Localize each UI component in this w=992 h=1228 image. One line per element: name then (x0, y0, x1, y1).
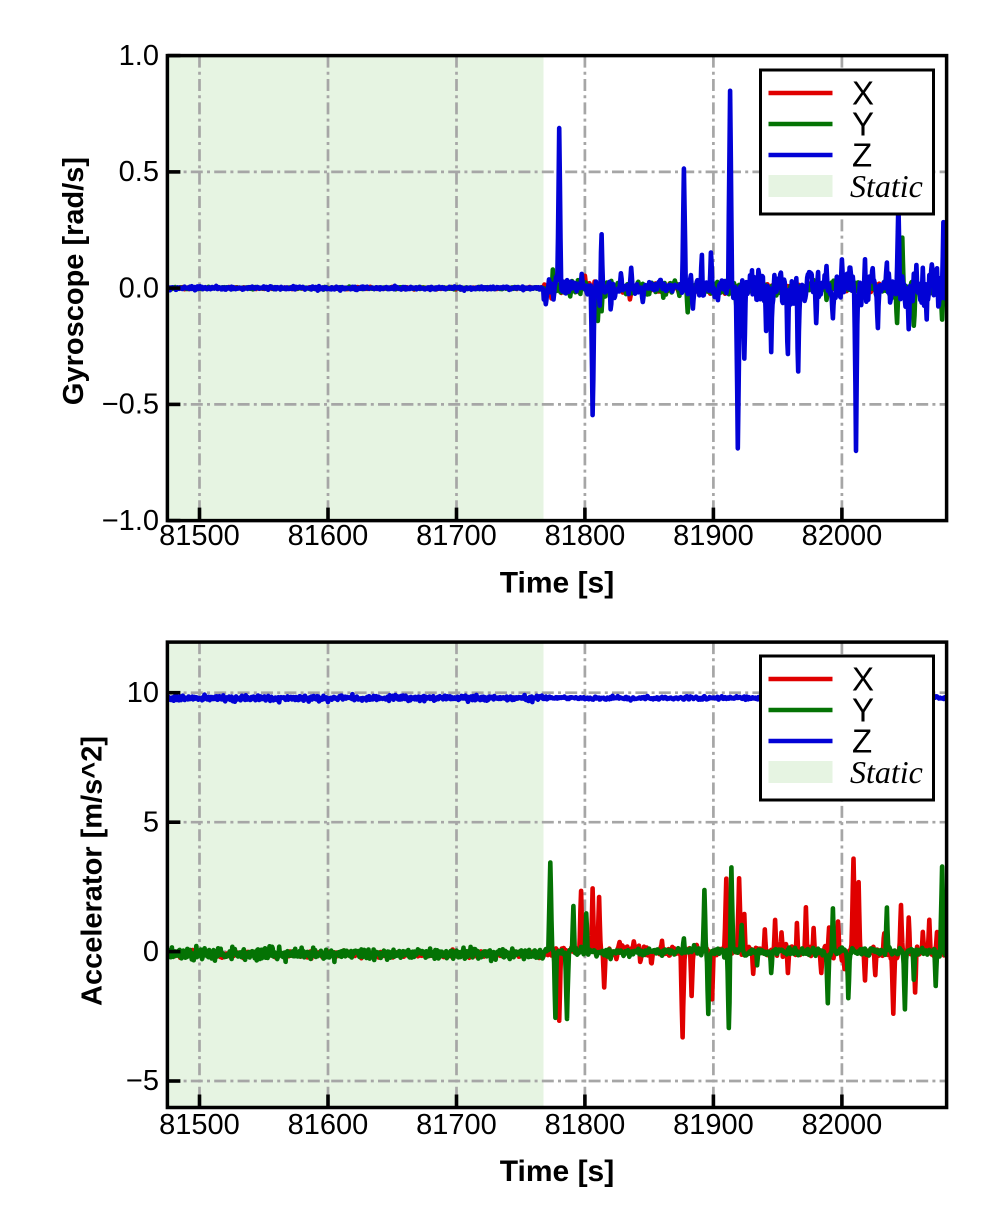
svg-text:1.0: 1.0 (119, 40, 159, 72)
svg-text:Accelerator [m/s^2]: Accelerator [m/s^2] (77, 736, 109, 1006)
svg-text:81600: 81600 (288, 520, 369, 552)
svg-text:Static: Static (850, 168, 923, 204)
svg-text:81700: 81700 (416, 1109, 497, 1141)
svg-text:Z: Z (852, 723, 872, 760)
svg-text:−0.5: −0.5 (102, 389, 159, 421)
svg-text:81900: 81900 (673, 1109, 754, 1141)
svg-text:Gyroscope [rad/s]: Gyroscope [rad/s] (58, 157, 90, 405)
svg-text:81700: 81700 (416, 520, 497, 552)
svg-text:Y: Y (852, 692, 874, 729)
svg-text:−1.0: −1.0 (102, 505, 159, 537)
svg-text:Time [s]: Time [s] (500, 1155, 614, 1188)
svg-text:81900: 81900 (673, 520, 754, 552)
svg-text:81800: 81800 (545, 520, 626, 552)
svg-text:81500: 81500 (159, 520, 240, 552)
svg-text:X: X (852, 75, 874, 112)
svg-text:10: 10 (127, 677, 159, 709)
svg-text:82000: 82000 (802, 520, 883, 552)
svg-text:Time [s]: Time [s] (500, 567, 614, 600)
svg-text:0.5: 0.5 (119, 156, 159, 188)
svg-text:82000: 82000 (802, 1109, 883, 1141)
svg-text:5: 5 (143, 806, 159, 838)
svg-text:−5: −5 (126, 1065, 159, 1097)
svg-text:0: 0 (143, 936, 159, 968)
svg-text:81800: 81800 (545, 1109, 626, 1141)
svg-text:0.0: 0.0 (119, 272, 159, 304)
svg-text:81500: 81500 (159, 1109, 240, 1141)
svg-text:81600: 81600 (288, 1109, 369, 1141)
svg-text:Z: Z (852, 137, 872, 174)
svg-text:Static: Static (850, 754, 923, 790)
svg-text:X: X (852, 661, 874, 698)
svg-text:Y: Y (852, 106, 874, 143)
